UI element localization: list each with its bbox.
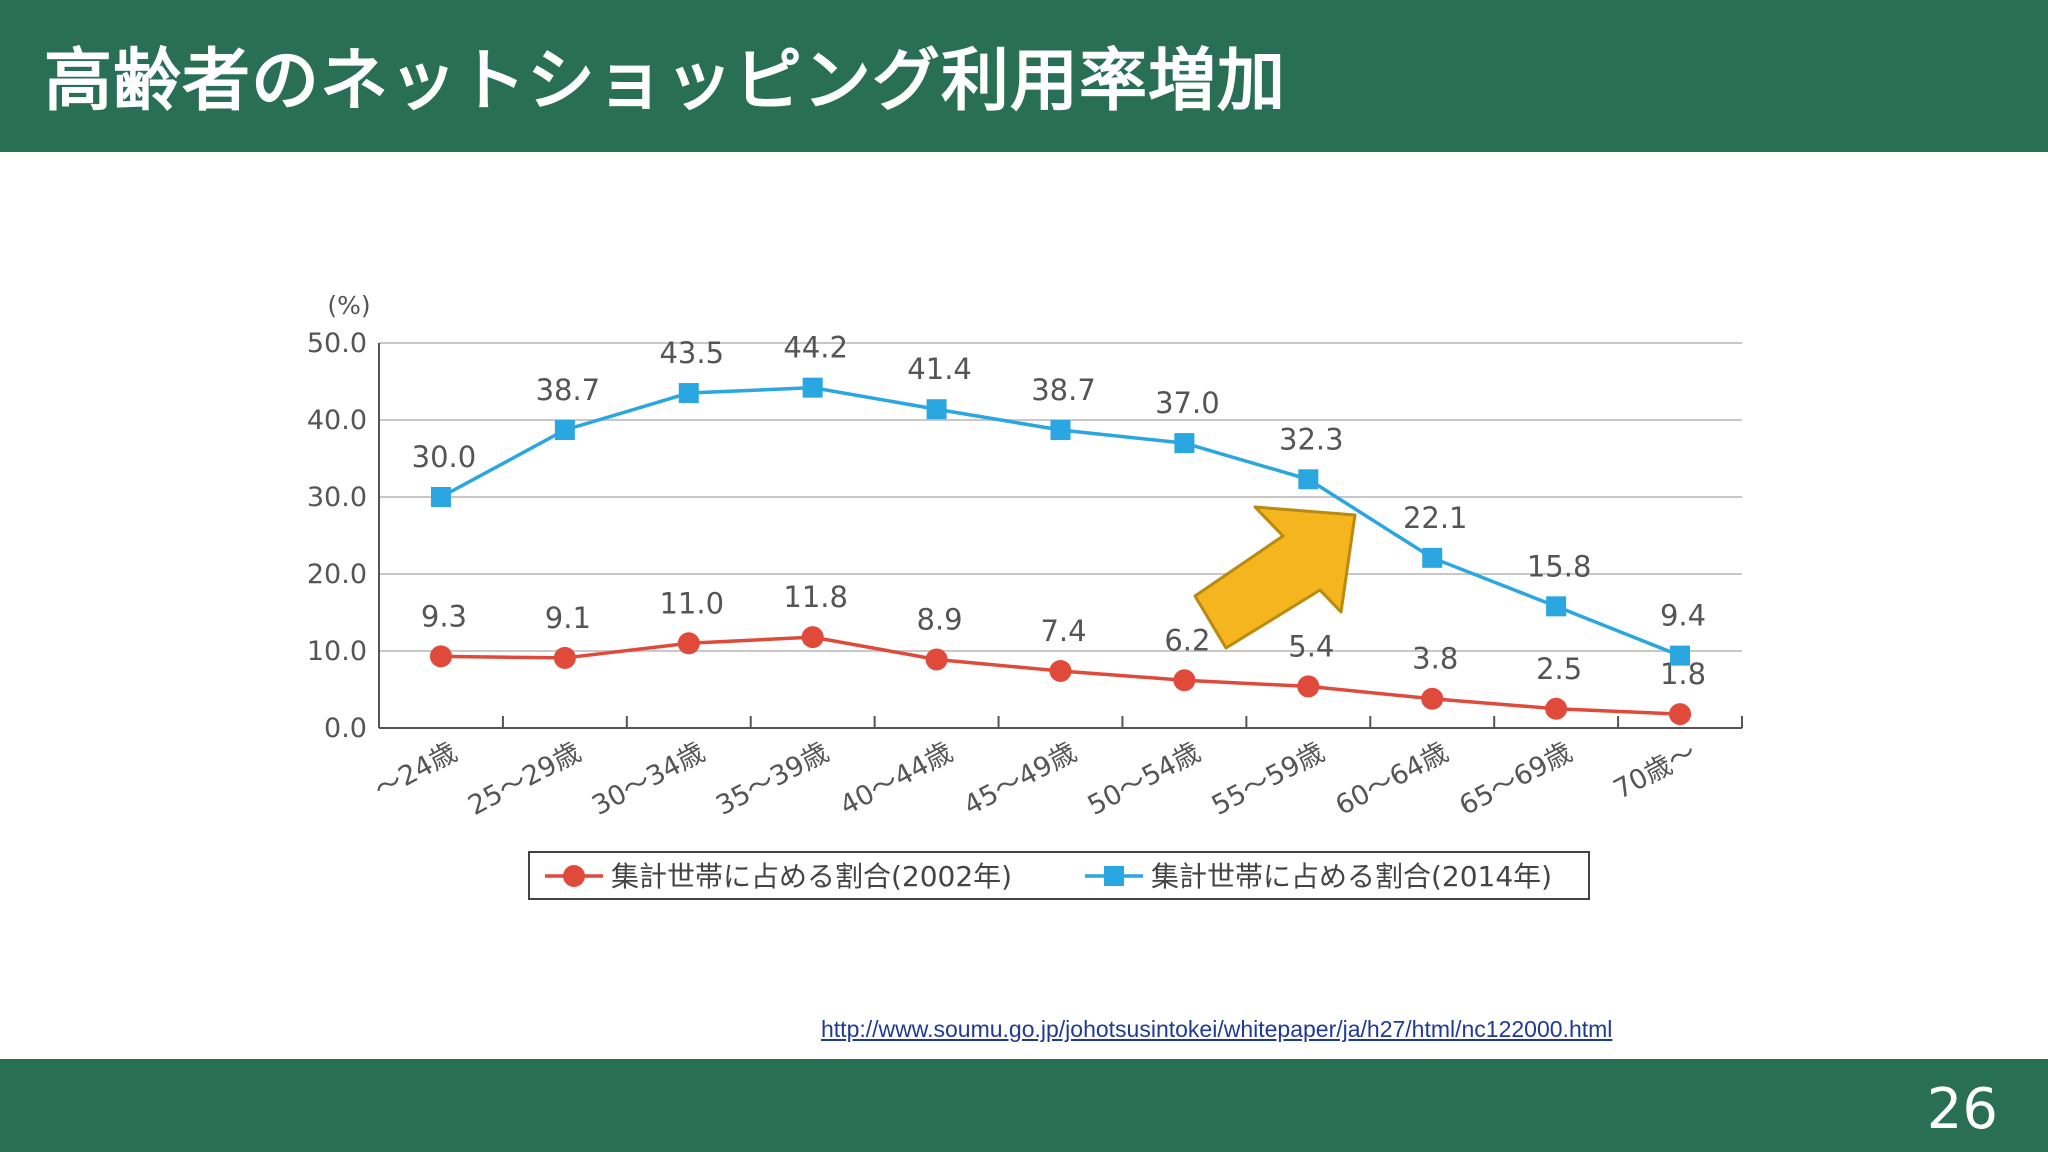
data-point — [1669, 703, 1692, 726]
y-unit-label: (%) — [327, 291, 370, 320]
data-label: 9.1 — [545, 601, 591, 635]
x-tick-label: 35～39歳 — [711, 737, 834, 822]
data-label: 9.3 — [421, 599, 467, 633]
x-tick-label: 65～69歳 — [1455, 737, 1578, 822]
data-label: 37.0 — [1155, 386, 1220, 420]
data-label: 41.4 — [907, 352, 972, 386]
legend: 集計世帯に占める割合(2002年) 集計世帯に占める割合(2014年) — [528, 851, 1590, 900]
data-point — [1670, 645, 1691, 666]
x-tick-label: 45～49歳 — [959, 737, 1082, 822]
y-tick-label: 20.0 — [307, 559, 367, 590]
footer-bar — [0, 1059, 2048, 1152]
x-tick-label: ～24歳 — [370, 737, 463, 806]
x-tick-label: 55～59歳 — [1207, 737, 1330, 822]
data-point — [1173, 669, 1196, 692]
data-label: 44.2 — [783, 331, 848, 365]
y-tick-label: 50.0 — [307, 328, 367, 359]
source-link[interactable]: http://www.soumu.go.jp/johotsusintokei/w… — [821, 1016, 1613, 1042]
data-label: 38.7 — [1031, 373, 1096, 407]
data-label: 15.8 — [1527, 549, 1592, 583]
data-point — [677, 632, 700, 655]
data-point — [429, 645, 452, 668]
data-point — [1050, 420, 1071, 441]
x-tick-label: 25～29歳 — [463, 737, 586, 822]
data-point — [1297, 675, 1320, 698]
data-point — [1422, 547, 1443, 568]
page-number: 26 — [1926, 1077, 1998, 1142]
data-label: 3.8 — [1412, 642, 1458, 676]
data-point — [802, 377, 823, 398]
data-point — [553, 646, 576, 669]
data-label: 32.3 — [1279, 422, 1344, 456]
data-label: 22.1 — [1403, 501, 1468, 535]
data-point — [1546, 596, 1567, 617]
data-point — [926, 399, 947, 420]
x-tick-label: 70歳～ — [1609, 737, 1702, 806]
header-bar — [0, 0, 2048, 152]
data-point — [430, 487, 451, 507]
data-label: 2.5 — [1536, 652, 1582, 686]
data-label: 9.4 — [1660, 599, 1706, 633]
legend-swatch-marker — [1104, 866, 1124, 886]
y-tick-label: 30.0 — [307, 482, 367, 513]
x-tick-label: 40～44歳 — [835, 737, 958, 822]
legend-label: 集計世帯に占める割合(2002年) — [611, 860, 1012, 893]
data-label: 8.9 — [917, 602, 963, 636]
legend-swatch-marker — [563, 865, 585, 887]
data-label: 6.2 — [1164, 623, 1210, 657]
slide-title: 高齢者のネットショッピング利用率増加 — [44, 42, 1287, 121]
x-tick-label: 50～54歳 — [1083, 737, 1206, 822]
data-label: 11.8 — [783, 580, 848, 614]
data-label: 11.0 — [659, 586, 724, 620]
data-label: 38.7 — [536, 373, 601, 407]
data-point — [1545, 697, 1568, 720]
data-point — [1298, 469, 1319, 490]
y-tick-label: 0.0 — [324, 713, 367, 744]
data-label: 5.4 — [1288, 629, 1334, 663]
data-point — [1421, 687, 1444, 710]
x-tick-label: 60～64歳 — [1331, 737, 1454, 822]
data-point — [801, 626, 824, 649]
data-point — [1049, 660, 1072, 683]
legend-box — [528, 851, 1590, 900]
y-tick-label: 40.0 — [307, 405, 367, 436]
data-label: 43.5 — [659, 336, 724, 370]
data-label: 30.0 — [412, 440, 477, 474]
y-tick-label: 10.0 — [307, 636, 367, 667]
x-tick-label: 30～34歳 — [587, 737, 710, 822]
data-label: 7.4 — [1040, 614, 1086, 648]
data-point — [678, 383, 699, 404]
line-chart: 0.0 10.0 20.0 30.0 40.0 50.0 (%) ～24歳 25～29歳 30～3… — [307, 291, 1743, 900]
data-point — [925, 648, 948, 671]
data-point — [1174, 433, 1195, 454]
legend-label: 集計世帯に占める割合(2014年) — [1151, 860, 1552, 893]
data-point — [554, 420, 575, 441]
highlight-arrow — [1193, 505, 1357, 650]
